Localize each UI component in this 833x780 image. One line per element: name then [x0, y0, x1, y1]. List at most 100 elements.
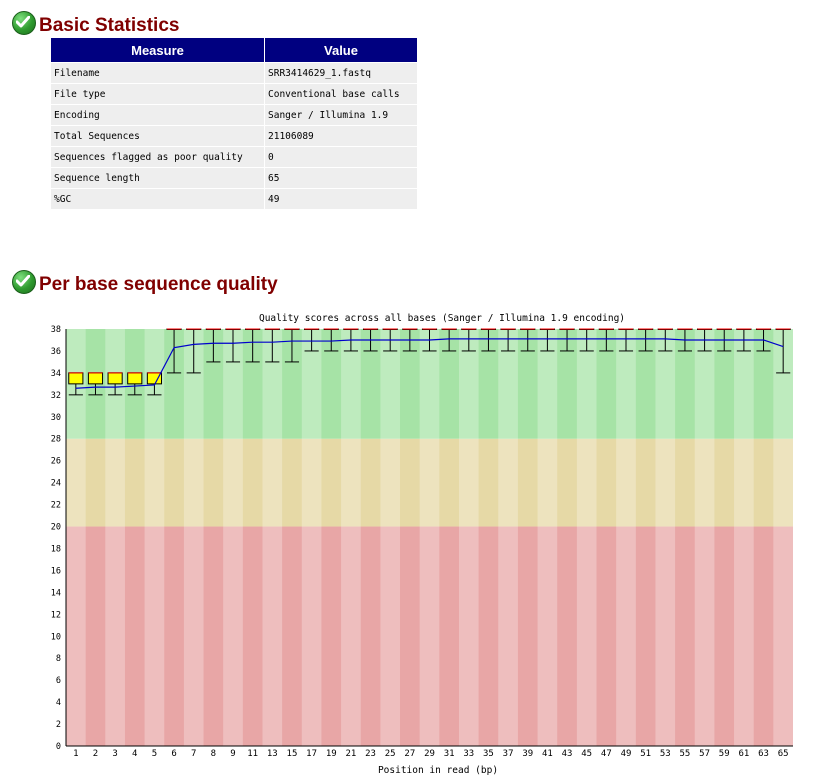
x-tick-label: 51	[640, 749, 651, 759]
column-header-value: Value	[265, 38, 417, 62]
x-tick-label: 43	[562, 749, 573, 759]
stripe	[144, 329, 165, 746]
x-tick-label: 65	[778, 749, 789, 759]
stripe	[734, 329, 754, 746]
stripe	[419, 329, 440, 746]
value-cell: SRR3414629_1.fastq	[265, 63, 417, 83]
y-tick-label: 26	[51, 457, 61, 467]
stripe	[380, 329, 401, 746]
y-tick-label: 36	[51, 347, 61, 357]
value-cell: 0	[265, 147, 417, 167]
x-tick-label: 33	[463, 749, 474, 759]
y-tick-label: 8	[56, 654, 61, 664]
y-tick-label: 12	[51, 610, 61, 620]
y-tick-label: 32	[51, 391, 61, 401]
y-tick-label: 28	[51, 435, 61, 445]
measure-cell: %GC	[51, 189, 264, 209]
stripe	[183, 329, 204, 746]
box	[87, 372, 104, 385]
table-row: File type Conventional base calls	[51, 84, 417, 104]
stripe	[655, 329, 676, 746]
basic-statistics-table: Measure Value Filename SRR3414629_1.fastq…	[50, 37, 418, 210]
box	[107, 372, 123, 385]
x-tick-label: 13	[267, 749, 278, 759]
measure-cell: Sequence length	[51, 168, 264, 188]
y-tick-label: 2	[56, 720, 61, 730]
section-title-per-base-quality: Per base sequence quality	[39, 274, 278, 295]
pass-check-icon	[12, 270, 36, 294]
x-tick-label: 21	[345, 749, 356, 759]
x-tick-label: 6	[171, 749, 176, 759]
table-row: %GC 49	[51, 189, 417, 209]
measure-cell: Encoding	[51, 105, 264, 125]
y-tick-label: 6	[56, 676, 61, 686]
table-row: Filename SRR3414629_1.fastq	[51, 63, 417, 83]
table-row: Sequences flagged as poor quality 0	[51, 147, 417, 167]
measure-cell: Total Sequences	[51, 126, 264, 146]
band-bad	[66, 526, 793, 746]
stripe	[576, 329, 597, 746]
x-tick-label: 35	[483, 749, 494, 759]
table-row: Encoding Sanger / Illumina 1.9	[51, 105, 417, 125]
x-tick-label: 15	[287, 749, 298, 759]
y-tick-label: 34	[51, 369, 61, 379]
stripe	[537, 329, 558, 746]
y-tick-label: 14	[51, 588, 61, 598]
y-tick-label: 10	[51, 632, 61, 642]
pass-check-icon	[12, 11, 36, 35]
box	[68, 372, 84, 385]
box	[127, 372, 143, 385]
y-tick-label: 0	[56, 742, 61, 752]
box-plots	[68, 328, 791, 396]
stripe	[458, 329, 479, 746]
x-tick-label: 49	[621, 749, 632, 759]
x-tick-label: 63	[758, 749, 769, 759]
stripe	[498, 329, 518, 746]
x-tick-label: 55	[680, 749, 691, 759]
band-warn	[66, 438, 793, 527]
stripe	[262, 329, 283, 746]
stripe	[773, 329, 793, 746]
x-tick-label: 5	[152, 749, 157, 759]
x-tick-label: 4	[132, 749, 137, 759]
per-base-quality-header: Per base sequence quality	[12, 268, 278, 296]
x-tick-label: 8	[211, 749, 216, 759]
chart-title: Quality scores across all bases (Sanger …	[259, 313, 625, 324]
y-tick-label: 20	[51, 523, 61, 533]
column-header-measure: Measure	[51, 38, 264, 62]
y-tick-label: 24	[51, 479, 61, 489]
measure-cell: File type	[51, 84, 264, 104]
value-cell: Conventional base calls	[265, 84, 417, 104]
measure-cell: Sequences flagged as poor quality	[51, 147, 264, 167]
quality-bands	[66, 329, 793, 746]
measure-cell: Filename	[51, 63, 264, 83]
stripe	[616, 329, 636, 746]
x-tick-label: 59	[719, 749, 730, 759]
stripe	[105, 329, 125, 746]
y-tick-label: 38	[51, 325, 61, 335]
x-tick-label: 53	[660, 749, 671, 759]
x-tick-label: 57	[699, 749, 710, 759]
x-tick-label: 9	[230, 749, 235, 759]
table-row: Sequence length 65	[51, 168, 417, 188]
x-tick-label: 25	[385, 749, 396, 759]
y-tick-label: 4	[56, 698, 61, 708]
y-tick-label: 22	[51, 501, 61, 511]
x-tick-label: 19	[326, 749, 337, 759]
x-tick-label: 37	[503, 749, 514, 759]
stripe	[694, 329, 715, 746]
mean-line-group	[75, 338, 784, 389]
x-tick-label: 29	[424, 749, 435, 759]
x-tick-label: 2	[93, 749, 98, 759]
x-tick-label: 39	[522, 749, 533, 759]
value-cell: 65	[265, 168, 417, 188]
stripe	[341, 329, 361, 746]
x-tick-label: 17	[306, 749, 317, 759]
y-tick-label: 16	[51, 566, 61, 576]
stripe	[301, 329, 322, 746]
x-tick-label: 11	[247, 749, 258, 759]
x-tick-label: 1	[73, 749, 78, 759]
section-title-basic-statistics: Basic Statistics	[39, 15, 180, 36]
x-tick-label: 47	[601, 749, 612, 759]
